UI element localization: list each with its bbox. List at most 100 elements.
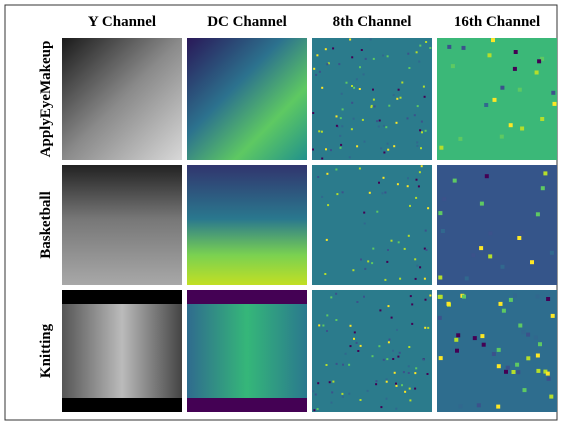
tile: [312, 290, 432, 412]
speckle: [350, 345, 352, 347]
speckle: [346, 82, 348, 84]
tile: [187, 38, 307, 160]
speckle: [348, 364, 350, 366]
speckle: [364, 141, 366, 143]
speckle: [485, 174, 489, 178]
speckle: [407, 185, 409, 187]
speckle: [388, 305, 390, 307]
speckle: [326, 239, 328, 241]
speckle: [356, 301, 358, 303]
speckle: [416, 265, 418, 267]
speckle: [455, 349, 459, 353]
speckle: [324, 273, 326, 275]
speckle: [386, 398, 388, 400]
speckle: [364, 268, 366, 270]
speckle: [326, 314, 328, 316]
speckle: [392, 350, 394, 352]
speckle: [380, 406, 382, 408]
speckle: [351, 85, 353, 87]
speckle: [536, 212, 540, 216]
speckle: [335, 293, 337, 295]
speckle: [397, 356, 399, 358]
speckle: [372, 89, 374, 91]
speckle: [385, 126, 387, 128]
tile: [312, 38, 432, 160]
speckle: [520, 231, 524, 235]
speckle: [493, 98, 497, 102]
speckle: [488, 231, 492, 235]
speckle: [492, 352, 496, 356]
speckle: [442, 197, 446, 201]
speckle: [409, 399, 411, 401]
speckle: [352, 269, 354, 271]
speckle: [319, 71, 321, 73]
speckle: [316, 54, 318, 56]
speckle: [408, 235, 410, 237]
speckle: [462, 46, 466, 50]
speckle: [384, 192, 386, 194]
speckle: [521, 330, 525, 334]
speckle: [359, 168, 361, 170]
speckle: [395, 408, 397, 410]
tile-band: [187, 290, 307, 304]
speckle: [534, 336, 538, 340]
speckle: [408, 346, 410, 348]
speckle: [387, 249, 389, 251]
speckle: [378, 182, 380, 184]
speckle: [526, 356, 530, 360]
speckle: [477, 403, 481, 407]
speckle: [447, 45, 451, 49]
speckle: [439, 295, 443, 299]
speckle: [517, 236, 521, 240]
speckle: [370, 38, 372, 40]
speckle: [553, 102, 557, 106]
speckle: [408, 372, 410, 374]
tile: [62, 290, 182, 412]
speckle: [410, 295, 412, 297]
column-header: Y Channel: [88, 14, 156, 30]
speckle: [419, 45, 421, 47]
figure: Y Channel DC Channel 8th Channel 16th Ch…: [0, 0, 562, 425]
speckle: [515, 363, 519, 367]
speckle: [329, 381, 331, 383]
speckle: [313, 409, 315, 411]
speckle: [336, 115, 338, 117]
speckle: [342, 191, 344, 193]
speckle: [350, 325, 352, 327]
speckle: [332, 47, 334, 49]
speckle: [404, 391, 406, 393]
speckle: [438, 276, 442, 280]
speckle: [340, 147, 342, 149]
speckle: [345, 353, 347, 355]
speckle: [317, 408, 319, 410]
speckle: [454, 338, 458, 342]
speckle: [480, 202, 484, 206]
speckle: [416, 51, 418, 53]
speckle: [330, 149, 332, 151]
speckle: [380, 147, 382, 149]
speckle: [321, 131, 323, 133]
column-header: 8th Channel: [333, 14, 412, 30]
speckle: [439, 356, 443, 360]
speckle: [541, 186, 545, 190]
tile-band: [187, 398, 307, 412]
speckle: [538, 342, 542, 346]
speckle: [356, 78, 358, 80]
speckle: [367, 390, 369, 392]
speckle: [523, 388, 527, 392]
speckle: [551, 314, 555, 318]
speckle: [421, 165, 423, 167]
speckle: [484, 103, 488, 107]
speckle: [383, 359, 385, 361]
speckle: [331, 402, 333, 404]
speckle: [427, 207, 429, 209]
speckle: [356, 145, 358, 147]
speckle: [388, 341, 390, 343]
speckle: [360, 259, 362, 261]
speckle: [441, 229, 445, 233]
speckle: [327, 204, 329, 206]
speckle: [351, 128, 353, 130]
speckle: [398, 89, 400, 91]
row-label: Knitting: [38, 323, 54, 378]
tile: [437, 38, 557, 160]
